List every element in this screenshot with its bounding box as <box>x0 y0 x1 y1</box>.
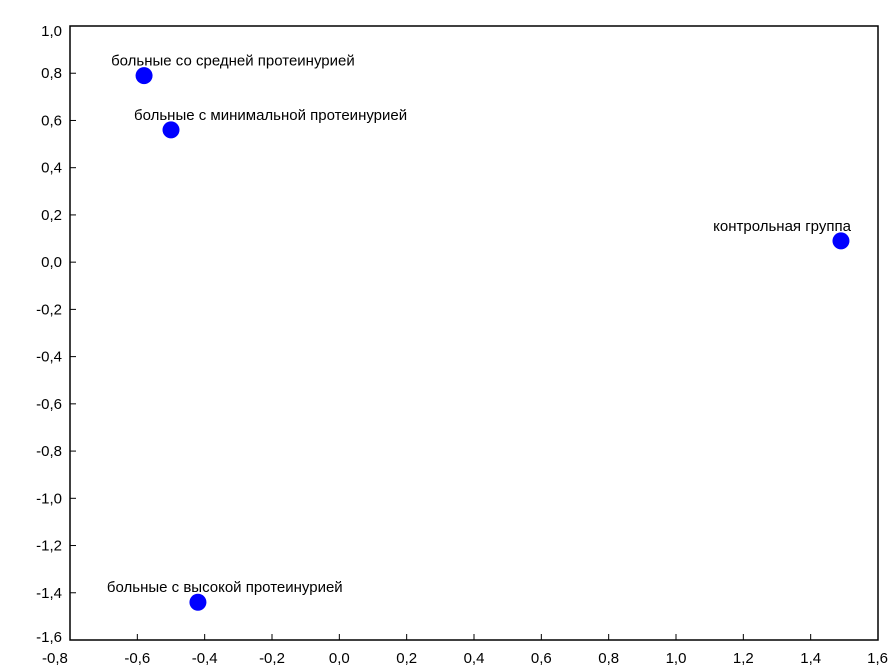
x-tick-label: -0,8 <box>42 650 68 667</box>
data-point <box>162 121 180 139</box>
x-tick-label: -0,4 <box>192 650 218 667</box>
x-tick-label: 1,4 <box>800 650 821 667</box>
data-point <box>189 593 207 611</box>
y-axis: 1,0 0,8 0,6 0,4 0,2 0,0 -0,2 -0,4 -0,6 -0,8 -1,0 -1… <box>36 23 76 646</box>
y-tick-label: -1,0 <box>36 490 62 507</box>
data-point-label: больные с высокой протеинурией <box>107 579 343 596</box>
x-tick-label: 1,0 <box>666 650 687 667</box>
y-tick-label: 0,0 <box>41 254 62 271</box>
x-tick-label: -0,6 <box>124 650 150 667</box>
y-tick-label: 1,0 <box>41 23 62 40</box>
y-tick-label: -1,6 <box>36 629 62 646</box>
y-tick-label: 0,6 <box>41 112 62 129</box>
x-tick-label: 1,6 <box>867 650 888 667</box>
x-tick-label: 1,2 <box>733 650 754 667</box>
y-tick-label: 0,2 <box>41 207 62 224</box>
x-tick-label: 0,2 <box>396 650 417 667</box>
data-point-label: больные со средней протеинурией <box>111 53 355 70</box>
y-tick-label: -0,2 <box>36 301 62 318</box>
data-point-label: больные с минимальной протеинурией <box>134 107 407 124</box>
data-points: больные со средней протеинурией больные с… <box>107 53 852 611</box>
y-tick-label: 0,8 <box>41 65 62 82</box>
y-tick-label: 0,4 <box>41 160 62 177</box>
y-tick-label: -1,4 <box>36 585 62 602</box>
x-tick-label: 0,4 <box>464 650 485 667</box>
y-tick-label: -0,4 <box>36 349 62 366</box>
x-tick-label: 0,0 <box>329 650 350 667</box>
x-tick-label: 0,6 <box>531 650 552 667</box>
y-tick-label: -0,6 <box>36 396 62 413</box>
y-tick-label: -0,8 <box>36 443 62 460</box>
x-axis: -0,8 -0,6 -0,4 -0,2 0,0 0,2 0,4 0,6 0,8 1,0 1,2 1,4… <box>42 634 888 667</box>
x-tick-label: -0,2 <box>259 650 285 667</box>
data-point <box>832 232 850 250</box>
data-point <box>135 67 153 85</box>
data-point-label: контрольная группа <box>713 218 851 235</box>
x-tick-label: 0,8 <box>598 650 619 667</box>
y-tick-label: -1,2 <box>36 538 62 555</box>
